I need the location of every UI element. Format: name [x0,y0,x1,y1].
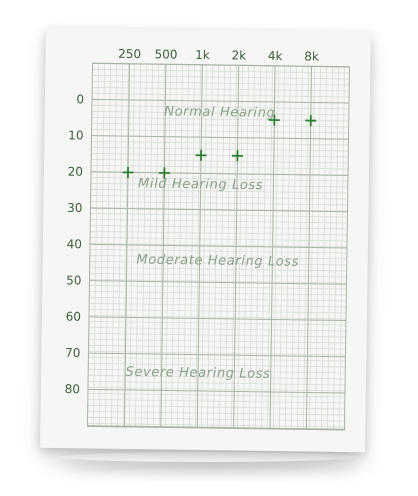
y-tick-label: 30 [67,201,82,215]
grid-line-minor-horizontal [89,249,347,254]
grid-line-level [92,98,350,104]
grid-line-minor-horizontal [91,147,349,152]
grid-line-minor-horizontal [88,381,346,386]
region-label: Severe Hearing Loss [125,365,270,382]
grid-line-level [91,135,349,140]
grid-line-minor-horizontal [89,255,347,260]
grid-line-level [89,280,347,285]
grid-line-minor-horizontal [89,315,346,320]
grid-line-level [90,207,348,213]
data-point-plus [195,149,207,161]
plot-frame [86,62,351,431]
data-point-plus [268,114,280,126]
grid-line-level [87,425,345,430]
grid-line-minor-horizontal [87,411,345,416]
grid-line-minor-horizontal [91,123,349,128]
grid-line-minor-horizontal [88,375,346,380]
grid-line-minor-horizontal [92,87,350,92]
grid-line-minor-horizontal [88,339,346,344]
grid-line-minor-horizontal [87,399,345,404]
grid-line-minor-horizontal [88,369,346,374]
grid-line-minor-horizontal [88,357,346,362]
grid-line-minor-horizontal [90,213,348,218]
grid-line-minor-horizontal [90,183,348,188]
grid-line-minor-horizontal [87,405,345,410]
grid-line-minor-horizontal [88,321,346,326]
grid-line-minor-horizontal [87,417,345,422]
grid-line-minor-horizontal [90,219,348,224]
x-tick-label: 2k [231,48,246,62]
data-point-plus [305,115,317,127]
grid-line-minor-horizontal [87,393,345,398]
grid-line-minor-horizontal [91,129,349,134]
grid-line-minor-horizontal [91,165,349,170]
grid-line-level [88,352,346,358]
grid-line-minor-horizontal [91,159,349,164]
grid-line-minor-horizontal [90,201,348,206]
data-point-plus [122,166,134,178]
grid-line-minor-horizontal [90,225,348,230]
y-tick-label: 20 [68,165,83,179]
grid-line-minor-horizontal [91,105,349,110]
grid-line-minor-horizontal [89,303,347,308]
grid-line-minor-horizontal [88,345,346,350]
grid-line-minor-horizontal [88,327,346,332]
grid-line-minor-horizontal [91,111,349,116]
grid-line-minor-horizontal [92,75,350,80]
grid-line-minor-horizontal [92,81,350,86]
grid-line-minor-horizontal [90,231,348,236]
grid-line-minor-horizontal [89,285,347,290]
grid-line-minor-horizontal [89,267,347,272]
x-tick-label: 500 [155,47,178,61]
grid-line-minor-horizontal [90,195,348,200]
grid-line-minor-horizontal [89,291,347,296]
grid-line-minor-horizontal [90,189,348,194]
data-point-plus [158,167,170,179]
y-tick-label: 10 [68,128,83,142]
grid-line-minor-horizontal [90,207,348,212]
y-tick-label: 60 [66,310,81,324]
x-tick-label: 1k [195,48,210,62]
grid-line-minor-horizontal [90,237,348,242]
grid-line-minor-horizontal [90,243,347,248]
grid-line-minor-horizontal [92,93,350,98]
x-tick-label: 4k [268,49,283,63]
grid-line-minor-horizontal [89,273,347,278]
grid-line-level [87,388,345,394]
grid-line-minor-horizontal [92,69,350,74]
grid-line-minor-horizontal [91,141,349,146]
y-tick-label: 40 [67,237,82,251]
x-tick-label: 250 [118,47,141,61]
grid-line-minor-horizontal [87,423,345,428]
grid-line-minor-horizontal [88,333,346,338]
x-tick-label: 8k [304,49,319,63]
y-tick-label: 70 [65,346,80,360]
data-point-plus [231,150,243,162]
grid-line-level [89,243,347,249]
grid-line-minor-horizontal [87,387,345,392]
region-label: Mild Hearing Loss [138,176,263,193]
grid-line-minor-horizontal [90,177,348,182]
grid-line-minor-horizontal [89,279,347,284]
grid-line-minor-horizontal [89,309,347,314]
y-tick-label: 0 [76,92,84,106]
y-tick-label: 50 [66,273,81,287]
grid-line-minor-horizontal [91,153,349,158]
y-tick-label: 80 [65,382,80,396]
grid-line-minor-horizontal [89,297,347,302]
grid-line-level [88,316,346,321]
region-label: Normal Hearing [164,104,275,121]
grid-line-level [91,171,348,176]
grid-line-minor-horizontal [88,363,346,368]
grid-line-minor-horizontal [89,261,347,266]
region-label: Moderate Hearing Loss [136,253,299,270]
grid-line-minor-horizontal [88,351,346,356]
